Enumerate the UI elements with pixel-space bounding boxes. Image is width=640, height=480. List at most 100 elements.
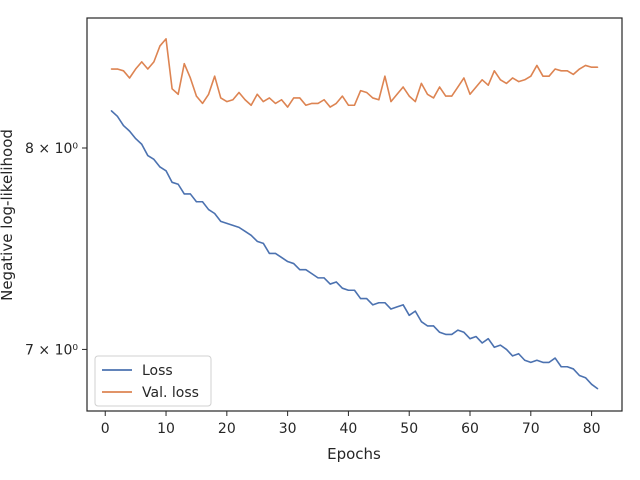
data-point	[110, 110, 112, 112]
data-point	[323, 277, 325, 279]
data-point	[566, 366, 568, 368]
data-point	[323, 99, 325, 101]
data-point	[548, 75, 550, 77]
x-tick-label: 0	[101, 421, 110, 437]
data-point	[408, 95, 410, 97]
data-point	[274, 252, 277, 255]
data-point	[244, 99, 246, 101]
data-point	[463, 77, 465, 79]
data-point	[402, 304, 404, 306]
data-point	[183, 193, 185, 195]
data-point	[402, 86, 404, 88]
x-tick-label: 30	[279, 421, 297, 437]
x-tick-label: 40	[340, 421, 358, 437]
data-point	[359, 297, 362, 300]
data-point	[445, 95, 447, 97]
data-point	[238, 226, 240, 228]
data-point	[597, 66, 599, 68]
data-point	[268, 252, 270, 255]
data-point	[256, 93, 258, 95]
data-point	[341, 287, 343, 289]
data-point	[207, 208, 210, 211]
data-point	[420, 321, 422, 323]
data-point	[177, 183, 179, 185]
data-point	[147, 154, 149, 157]
data-point	[451, 95, 453, 97]
data-point	[378, 99, 380, 101]
data-point	[505, 82, 508, 85]
data-point	[572, 73, 574, 75]
data-point	[311, 102, 313, 105]
legend-item: Val. loss	[102, 385, 199, 401]
data-point	[232, 224, 234, 226]
data-point	[165, 38, 167, 40]
data-point	[317, 277, 319, 279]
data-point	[469, 93, 471, 95]
legend-box	[94, 355, 212, 407]
data-point	[226, 100, 228, 103]
data-point	[518, 353, 520, 355]
data-point	[153, 61, 155, 63]
data-point	[566, 70, 568, 72]
data-point	[201, 201, 204, 203]
data-point	[287, 260, 289, 263]
data-point	[572, 368, 574, 370]
data-point	[262, 242, 264, 244]
data-point	[475, 335, 477, 338]
data-point	[457, 329, 459, 331]
data-point	[220, 220, 222, 223]
data-point	[487, 84, 489, 86]
data-point	[511, 355, 514, 357]
data-point	[420, 82, 422, 85]
data-point	[317, 102, 319, 105]
data-point	[499, 344, 502, 346]
y-axis-ticks: 7 × 10⁰ 8 × 10⁰	[25, 141, 87, 358]
data-point	[135, 68, 137, 70]
data-point	[311, 273, 313, 275]
data-point	[189, 77, 191, 79]
y-tick-label: 7 × 10⁰	[25, 342, 78, 358]
data-point	[116, 115, 118, 117]
data-point	[153, 158, 155, 160]
series-loss	[110, 110, 599, 390]
data-point	[335, 281, 337, 283]
data-point	[207, 93, 210, 95]
data-point	[439, 86, 441, 88]
data-point	[335, 102, 337, 105]
data-point	[250, 104, 252, 106]
data-point	[293, 97, 295, 99]
data-point	[141, 143, 143, 145]
data-point	[487, 338, 489, 340]
data-point	[147, 68, 149, 70]
series-val-loss	[110, 38, 599, 108]
data-point	[384, 75, 386, 77]
data-point	[530, 75, 532, 77]
legend: Loss Val. loss	[94, 355, 212, 407]
data-point	[305, 104, 307, 106]
data-point	[201, 102, 204, 105]
data-point	[329, 283, 331, 285]
data-point	[183, 63, 185, 65]
data-point	[171, 88, 173, 90]
series-layer	[110, 38, 599, 390]
data-point	[481, 79, 483, 81]
data-point	[511, 77, 514, 79]
data-point	[578, 374, 581, 377]
data-point	[426, 325, 429, 327]
x-tick-label: 60	[461, 421, 479, 437]
data-point	[439, 331, 441, 333]
data-point	[347, 289, 350, 291]
data-point	[366, 297, 368, 300]
data-point	[469, 338, 471, 340]
data-point	[274, 102, 277, 105]
data-point	[122, 70, 125, 72]
data-point	[238, 91, 240, 94]
data-point	[159, 45, 161, 47]
data-point	[426, 93, 429, 95]
y-tick-label: 8 × 10⁰	[25, 141, 78, 157]
data-point	[128, 130, 131, 132]
data-point	[135, 137, 137, 140]
data-point	[396, 93, 398, 95]
